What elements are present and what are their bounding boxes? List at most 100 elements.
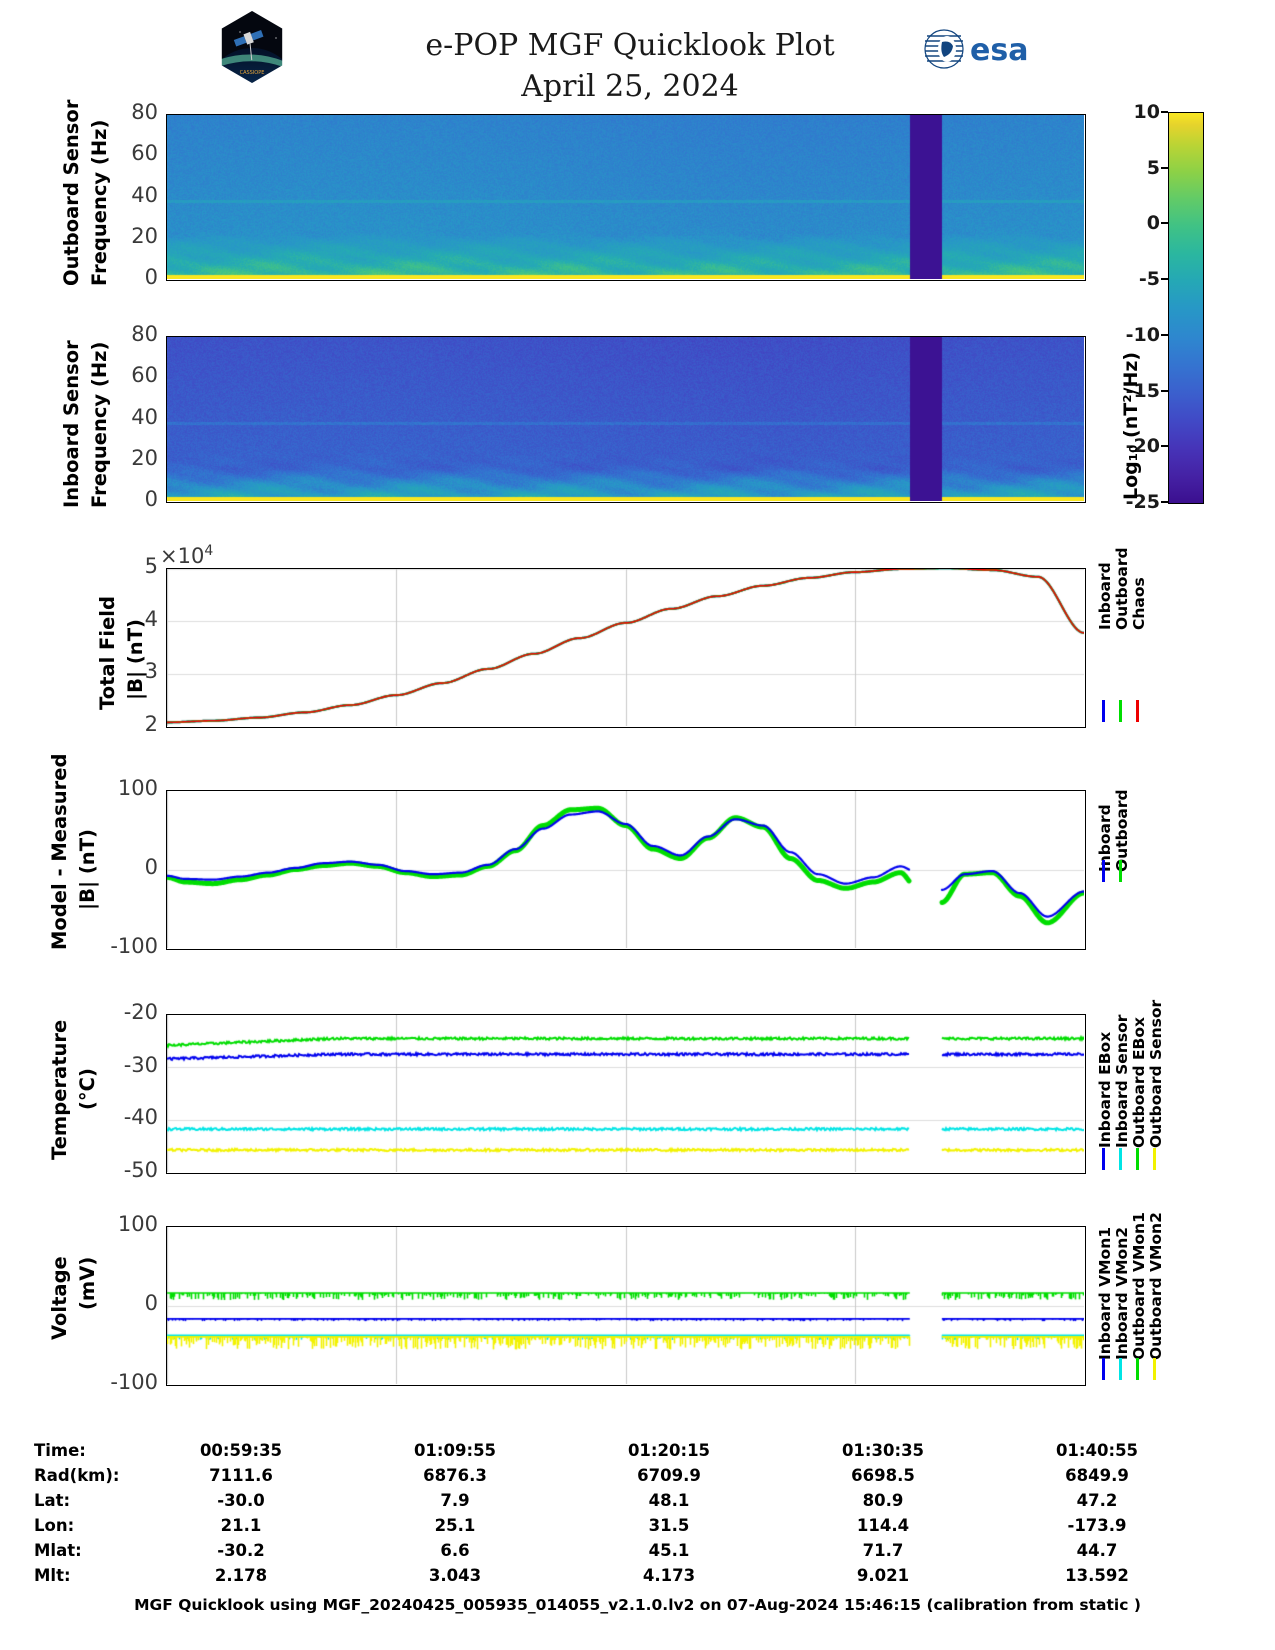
axis-tick-label: 0 [144,855,158,879]
axis-tick-label: 100 [117,1212,158,1236]
table-cell: 01:40:55 [1055,1441,1139,1460]
table-row: Lon: 21.1 25.1 31.5 114.4 -173.9 [34,1513,1204,1538]
legend-color-swatch [1119,860,1122,882]
voltage-plot [167,1227,1084,1384]
table-cell: 6849.9 [1065,1466,1129,1485]
axis-tick-label: 100 [117,776,158,800]
table-row: Mlt: 2.178 3.043 4.173 9.021 13.592 [34,1563,1204,1588]
title-line-2: April 25, 2024 [521,68,739,104]
total-field-exponent: ×104 [160,543,213,568]
axis-tick-label: 60 [131,141,158,166]
colorbar-tick-mark [1161,278,1168,281]
axis-tick-label: 4 [144,606,158,631]
table-cell: 45.1 [648,1541,690,1560]
legend-color-swatch [1136,1148,1139,1170]
axis-tick-label: 0 [144,265,158,289]
colorbar-tick-mark [1161,166,1168,169]
legend-label: Inboard [1096,562,1114,630]
temperature-plot [167,1015,1084,1172]
mission-logo: CASSIOPE [218,8,286,86]
axis-tick-label: 2 [144,712,158,736]
page-title: e-POP MGF Quicklook Plot April 25, 2024 [330,26,930,107]
table-cell: 71.7 [862,1541,904,1560]
colorbar [1168,112,1204,504]
legend-color-swatch [1119,700,1122,722]
table-cell: 47.2 [1076,1491,1118,1510]
temperature-panel [166,1014,1086,1174]
axis-tick-label: 80 [131,322,158,346]
table-row-label: Lat: [34,1491,71,1510]
exponent-power: 4 [204,543,214,559]
model-measured-plot [167,791,1084,948]
legend-label: Outboard EBox [1130,1016,1148,1148]
axis-tick-label: 0 [144,487,158,511]
table-row: Lat: -30.0 7.9 48.1 80.9 47.2 [34,1488,1204,1513]
legend-color-swatch [1153,1148,1156,1170]
table-cell: 44.7 [1076,1541,1118,1560]
colorbar-tick-mark [1161,389,1168,392]
legend-label: Inboard VMon1 [1096,1226,1114,1360]
table-cell: -173.9 [1067,1516,1127,1535]
table-cell: -30.0 [217,1491,265,1510]
legend-color-swatch [1153,1358,1156,1380]
table-cell: 2.178 [214,1566,268,1585]
colorbar-label: Log₁₀ (nT²/Hz) [1120,351,1142,500]
legend-label: Outboard [1113,789,1131,872]
table-row: Rad(km): 7111.6 6876.3 6709.9 6698.5 6849.9 [34,1463,1204,1488]
colorbar-tick-mark [1161,445,1168,448]
axis-tick-label: 0 [144,1291,158,1315]
colorbar-tick-label: 5 [1146,156,1160,179]
axis-tick-label: 20 [131,445,158,470]
table-cell: 01:20:15 [627,1441,711,1460]
legend-color-swatch [1119,1148,1122,1170]
table-cell: 114.4 [856,1516,910,1535]
colorbar-tick-label: -25 [1125,491,1160,513]
colorbar-tick-label: -5 [1138,268,1160,291]
axis-tick-label: 60 [131,363,158,388]
table-cell: 7.9 [440,1491,470,1510]
colorbar-tick-mark [1161,111,1168,113]
table-cell: 9.021 [856,1566,910,1585]
svg-text:CASSIOPE: CASSIOPE [240,70,265,76]
inboard-spectrogram-ylabel-1: Inboard Sensor [60,340,83,508]
legend-label: Inboard Sensor [1113,1014,1131,1148]
table-row-label: Mlat: [34,1541,82,1560]
legend-color-swatch [1119,1358,1122,1380]
colorbar-tick-label: -10 [1125,323,1160,346]
ephemeris-table: Time: 00:59:35 01:09:55 01:20:15 01:30:35 01:… [34,1438,1204,1588]
axis-tick-label: 3 [144,659,158,684]
colorbar-tick-label: -20 [1125,435,1160,458]
table-row-label: Time: [34,1441,86,1460]
table-cell: 13.592 [1065,1566,1129,1585]
table-cell: 21.1 [220,1516,262,1535]
legend-color-swatch [1136,700,1139,722]
model-measured-panel [166,790,1086,950]
legend-color-swatch [1136,1358,1139,1380]
table-row-label: Mlt: [34,1566,71,1585]
footer-note: MGF Quicklook using MGF_20240425_005935_… [134,1596,1141,1614]
table-cell: 80.9 [862,1491,904,1510]
colorbar-tick-mark [1161,501,1168,503]
colorbar-tick-label: -15 [1125,379,1160,402]
outboard-spectrogram-ylabel-1: Outboard Sensor [60,99,83,286]
table-row: Time: 00:59:35 01:09:55 01:20:15 01:30:35 01:… [34,1438,1204,1463]
total-field-panel [166,568,1086,728]
table-row-label: Rad(km): [34,1466,120,1485]
esa-wordmark: esa [970,33,1028,68]
table-cell: 01:09:55 [413,1441,497,1460]
table-cell: 6876.3 [423,1466,487,1485]
table-cell: 6.6 [440,1541,470,1560]
axis-tick-label: -40 [123,1105,158,1130]
axis-tick-label: 40 [131,404,158,429]
axis-tick-label: -100 [110,1370,158,1394]
outboard-spectrogram-panel [166,114,1086,281]
table-cell: 01:30:35 [841,1441,925,1460]
model-measured-ylabel-1: Model - Measured [48,753,71,950]
table-cell: 00:59:35 [199,1441,283,1460]
legend-color-swatch [1102,860,1105,882]
voltage-ylabel-1: Voltage [48,1256,71,1340]
temperature-ylabel-1: Temperature [48,1019,71,1160]
legend-label: Outboard VMon2 [1147,1212,1165,1360]
table-row-label: Lon: [34,1516,75,1535]
esa-logo: esa [922,28,1042,70]
